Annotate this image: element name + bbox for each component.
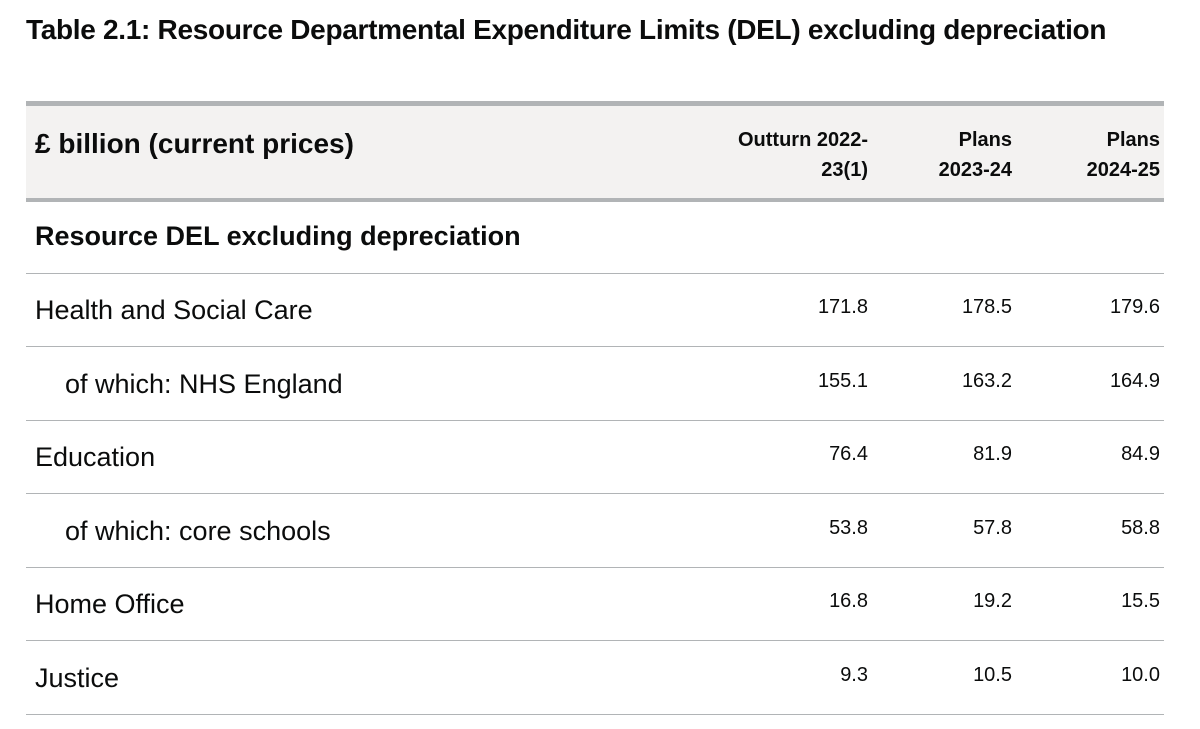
column-header-plans-2024-25: Plans 2024-25 xyxy=(1016,101,1164,202)
table-row-justice: Justice 9.3 10.5 10.0 xyxy=(26,640,1164,715)
table-body: Resource DEL excluding depreciation Heal… xyxy=(26,199,1164,715)
row-label: of which: NHS England xyxy=(26,346,646,421)
cell-value: 155.1 xyxy=(646,346,872,421)
row-label: Justice xyxy=(26,640,646,715)
cell-value: 163.2 xyxy=(872,346,1016,421)
cell-value: 76.4 xyxy=(646,420,872,494)
column-header-plans-2023-24: Plans 2023-24 xyxy=(872,101,1016,202)
column-header-line: Plans xyxy=(958,129,1012,151)
column-header-line: 2023-24 xyxy=(938,159,1012,181)
table-row-home-office: Home Office 16.8 19.2 15.5 xyxy=(26,567,1164,641)
row-label: Home Office xyxy=(26,567,646,641)
row-label: Education xyxy=(26,420,646,494)
cell-value: 57.8 xyxy=(872,493,1016,568)
column-header-line: Outturn 2022- xyxy=(737,129,868,151)
cell-value: 9.3 xyxy=(646,640,872,715)
unit-header: £ billion (current prices) xyxy=(26,101,646,202)
column-header-line: 2024-25 xyxy=(1086,159,1160,181)
cell-value: 178.5 xyxy=(872,273,1016,347)
cell-value: 81.9 xyxy=(872,420,1016,494)
section-row: Resource DEL excluding depreciation xyxy=(26,199,1164,274)
table-title: Table 2.1: Resource Departmental Expendi… xyxy=(26,14,1107,45)
row-label: Health and Social Care xyxy=(26,273,646,347)
column-header-line: Plans xyxy=(1106,129,1160,151)
expenditure-table: £ billion (current prices) Outturn 2022-… xyxy=(26,101,1164,715)
header-row: £ billion (current prices) Outturn 2022-… xyxy=(26,101,1164,202)
table-row-education: Education 76.4 81.9 84.9 xyxy=(26,420,1164,494)
cell-value: 19.2 xyxy=(872,567,1016,641)
cell-value: 179.6 xyxy=(1016,273,1164,347)
cell-value: 171.8 xyxy=(646,273,872,347)
cell-value: 10.5 xyxy=(872,640,1016,715)
cell-value: 53.8 xyxy=(646,493,872,568)
cell-value: 15.5 xyxy=(1016,567,1164,641)
cell-value: 58.8 xyxy=(1016,493,1164,568)
table-row-core-schools: of which: core schools 53.8 57.8 58.8 xyxy=(26,493,1164,568)
column-header-outturn-2022-23: Outturn 2022- 23(1) xyxy=(646,101,872,202)
column-header-line: 23(1) xyxy=(821,159,868,181)
row-label: of which: core schools xyxy=(26,493,646,568)
table-row-health-and-social-care: Health and Social Care 171.8 178.5 179.6 xyxy=(26,273,1164,347)
cell-value: 164.9 xyxy=(1016,346,1164,421)
cell-value: 84.9 xyxy=(1016,420,1164,494)
cell-value: 16.8 xyxy=(646,567,872,641)
table-header: £ billion (current prices) Outturn 2022-… xyxy=(26,101,1164,202)
section-title: Resource DEL excluding depreciation xyxy=(26,199,1164,274)
cell-value: 10.0 xyxy=(1016,640,1164,715)
table-row-nhs-england: of which: NHS England 155.1 163.2 164.9 xyxy=(26,346,1164,421)
